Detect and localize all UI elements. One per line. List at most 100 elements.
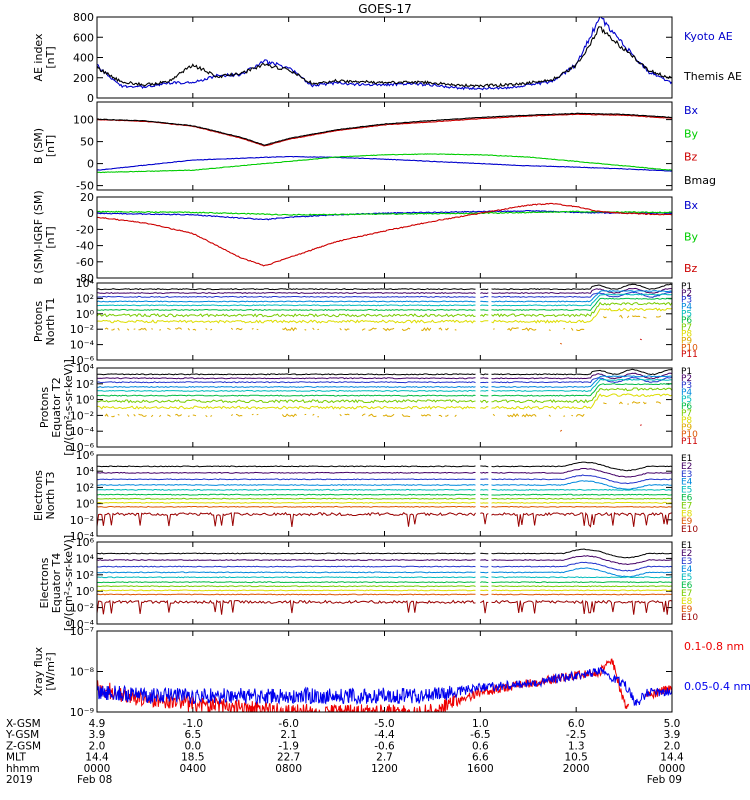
legend-e3: E3 <box>681 470 692 480</box>
footer-value: -2.5 <box>566 729 587 741</box>
legend-bmag: Bmag <box>684 174 716 187</box>
channel-line-e4 <box>97 480 672 490</box>
panel-frame <box>96 16 673 99</box>
footer-value: Feb 09 <box>647 774 682 786</box>
footer-value: 0000 <box>84 763 111 775</box>
footer-value: 10.5 <box>564 752 587 764</box>
channel-line-p9 <box>105 316 672 331</box>
legend-e3: E3 <box>681 557 692 567</box>
channel-line-e3 <box>97 561 672 572</box>
y-axis-label: Xray flux <box>32 646 45 696</box>
channel-line-p1 <box>97 283 672 291</box>
legend-e7: E7 <box>681 589 692 599</box>
y-tick-label: 800 <box>73 11 94 24</box>
y-tick-label: 10⁰ <box>76 308 95 321</box>
legend-e10: E10 <box>681 525 698 535</box>
footer-value: 3.9 <box>664 729 681 741</box>
channel-line-e4 <box>97 567 672 578</box>
footer-value: Feb 08 <box>77 774 112 786</box>
panel-protons-t1: 10⁴ 10² 10⁰ 10⁻² 10⁻⁴ 10⁻⁶ Protons North T1 P1P2… <box>32 277 698 367</box>
footer-value: 2000 <box>563 763 590 775</box>
legend-e5: E5 <box>681 486 692 496</box>
channel-line-e8 <box>97 501 672 504</box>
y-axis-label: [p/(cm²-s-sr-keV)] <box>62 359 75 456</box>
y-tick-label: 10⁴ <box>76 465 95 478</box>
panel-frame <box>96 101 673 191</box>
y-tick-label: 10⁻⁴ <box>70 339 95 352</box>
y-tick-label: 10⁴ <box>76 277 95 290</box>
footer-value: -6.0 <box>278 718 299 730</box>
footer-row-label: MLT <box>6 752 26 764</box>
legend-e1: E1 <box>681 454 692 464</box>
panel-protons-t2: 10⁴ 10² 10⁰ 10⁻² 10⁻⁴ 10⁻⁶ Protons Equator T2 [p… <box>38 359 698 456</box>
footer-value: 0000 <box>659 763 686 775</box>
legend-p11: P11 <box>681 437 698 447</box>
y-tick-label: 10⁻⁴ <box>70 530 95 543</box>
y-tick-label: 10⁰ <box>76 394 95 407</box>
legend-themis-ae: Themis AE <box>683 70 742 83</box>
footer-value: -1.0 <box>183 718 204 730</box>
footer-value: 2.0 <box>89 740 106 752</box>
y-tick-label: 10⁻⁶ <box>70 354 95 367</box>
legend-e8: E8 <box>681 509 693 519</box>
y-tick-label: 50 <box>80 136 94 149</box>
y-tick-label: 10⁻⁴ <box>70 618 95 631</box>
y-axis-label: [nT] <box>44 46 57 68</box>
y-axis-label: B (SM) <box>32 128 45 164</box>
panel-ae: 0 200 400 600 800 AE index [nT] Kyoto AE Themis … <box>32 11 742 105</box>
footer-value: -5.0 <box>374 718 395 730</box>
y-axis-label: [nT] <box>44 135 57 157</box>
footer-row-label: Y-GSM <box>5 729 39 741</box>
series-line-0-05-0-4-nm <box>97 667 672 707</box>
y-tick-label: 0 <box>87 207 94 220</box>
y-tick-label: 0 <box>87 158 94 171</box>
footer-row-label: 2019 <box>6 774 33 786</box>
y-axis-label: Protons <box>32 301 45 342</box>
channel-line-e10 <box>97 511 672 528</box>
y-axis-label: [e/(cm²-s-sr-keV)] <box>62 535 75 631</box>
footer-value: 3.9 <box>89 729 106 741</box>
channel-line-p11 <box>639 424 642 426</box>
legend-e6: E6 <box>681 581 693 591</box>
y-tick-label: 10⁶ <box>76 449 95 462</box>
y-tick-label: -20 <box>76 223 94 236</box>
legend-p9: P9 <box>681 337 692 347</box>
data-area <box>97 112 672 174</box>
footer-value: -4.4 <box>374 729 395 741</box>
channel-line-p2 <box>97 287 672 295</box>
series-line-bmag <box>97 112 672 146</box>
footer-value: 5.0 <box>664 718 681 730</box>
data-area <box>97 368 672 431</box>
panel-dbsm: -80 -60 -40 -20 0 20 B (SM)-IGRF (SM) [nT] Bx By B… <box>32 190 699 285</box>
footer-value: 14.4 <box>85 752 109 764</box>
channel-line-p3 <box>97 291 672 298</box>
legend-by: By <box>684 127 699 140</box>
footer-value: 2.0 <box>664 740 681 752</box>
legend-p8: P8 <box>681 416 692 426</box>
y-axis-label: B (SM)-IGRF (SM) <box>32 190 45 284</box>
legend-p4: P4 <box>681 302 692 312</box>
channel-line-e1 <box>97 461 672 472</box>
footer-value: 22.7 <box>277 752 300 764</box>
footer-row-label: Z-GSM <box>6 740 41 752</box>
legend-p9: P9 <box>681 423 692 433</box>
legend-e10: E10 <box>681 613 698 623</box>
y-tick-label: 0 <box>87 92 94 105</box>
y-tick-label: 10⁴ <box>76 552 95 565</box>
legend-p3: P3 <box>681 296 692 306</box>
footer-value: 6.0 <box>568 718 585 730</box>
panel-frame <box>96 196 673 279</box>
series-line-bz <box>97 113 672 147</box>
legend-e9: E9 <box>681 605 693 615</box>
legend-e2: E2 <box>681 549 692 559</box>
panel-frame <box>96 541 673 625</box>
y-tick-label: 10⁻² <box>70 323 94 336</box>
y-tick-label: 10⁻⁹ <box>70 706 94 719</box>
footer-value: 4.9 <box>89 718 106 730</box>
data-area <box>97 461 672 528</box>
legend-p6: P6 <box>681 316 692 326</box>
y-tick-label: -40 <box>76 240 94 253</box>
legend-e4: E4 <box>681 565 693 575</box>
